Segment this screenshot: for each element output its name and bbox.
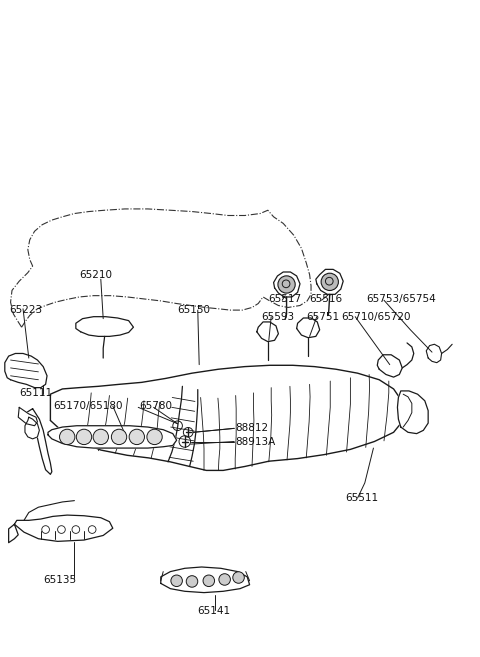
Polygon shape bbox=[316, 269, 343, 294]
Polygon shape bbox=[161, 567, 250, 593]
Circle shape bbox=[186, 576, 198, 587]
Polygon shape bbox=[397, 391, 428, 434]
Text: 88812: 88812 bbox=[235, 423, 268, 434]
Polygon shape bbox=[274, 272, 300, 297]
Polygon shape bbox=[48, 426, 177, 448]
Polygon shape bbox=[9, 524, 18, 543]
Text: 65210: 65210 bbox=[79, 269, 112, 280]
Text: 65150: 65150 bbox=[178, 305, 211, 315]
Polygon shape bbox=[76, 317, 133, 336]
Circle shape bbox=[233, 572, 244, 583]
Circle shape bbox=[321, 273, 338, 290]
Polygon shape bbox=[25, 417, 39, 439]
Text: 65511: 65511 bbox=[346, 493, 379, 503]
Text: 65135: 65135 bbox=[43, 575, 76, 585]
Text: 65710/65720: 65710/65720 bbox=[341, 311, 410, 322]
Text: 88913A: 88913A bbox=[235, 436, 276, 447]
Polygon shape bbox=[5, 353, 47, 388]
Polygon shape bbox=[18, 407, 37, 426]
Circle shape bbox=[93, 429, 108, 445]
Circle shape bbox=[219, 574, 230, 585]
Circle shape bbox=[203, 575, 215, 587]
Text: 65223: 65223 bbox=[10, 305, 43, 315]
Text: 65751: 65751 bbox=[306, 311, 339, 322]
Text: 65141: 65141 bbox=[197, 606, 230, 616]
Text: 65593: 65593 bbox=[262, 311, 295, 322]
Text: 65516: 65516 bbox=[310, 294, 343, 304]
Circle shape bbox=[129, 429, 144, 445]
Polygon shape bbox=[297, 318, 320, 338]
Circle shape bbox=[111, 429, 127, 445]
Polygon shape bbox=[50, 365, 403, 470]
Circle shape bbox=[171, 575, 182, 587]
Text: 65517: 65517 bbox=[268, 294, 301, 304]
Polygon shape bbox=[14, 515, 113, 541]
Text: 65170/65180: 65170/65180 bbox=[53, 401, 122, 411]
Polygon shape bbox=[257, 322, 278, 342]
Circle shape bbox=[76, 429, 92, 445]
Polygon shape bbox=[377, 355, 402, 377]
Text: 65111: 65111 bbox=[19, 388, 52, 398]
Polygon shape bbox=[26, 409, 52, 474]
Circle shape bbox=[60, 429, 75, 445]
Circle shape bbox=[147, 429, 162, 445]
Text: 65780: 65780 bbox=[139, 401, 172, 411]
Polygon shape bbox=[426, 344, 442, 363]
Circle shape bbox=[278, 276, 295, 293]
Text: 65753/65754: 65753/65754 bbox=[366, 294, 435, 304]
